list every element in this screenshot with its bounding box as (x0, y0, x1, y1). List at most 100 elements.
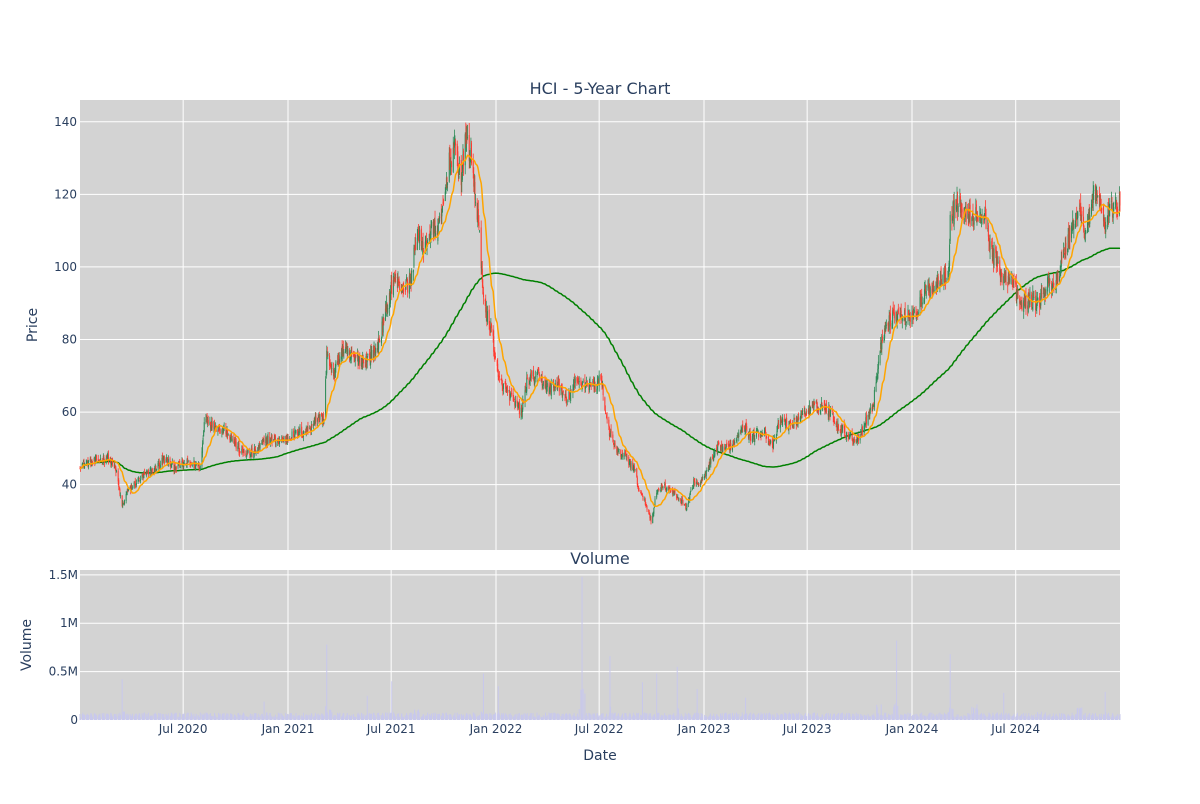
candle-body (339, 356, 341, 363)
candle-body (529, 380, 531, 384)
candle-body (287, 437, 289, 440)
candle-body (233, 442, 235, 444)
candle-body (784, 421, 786, 426)
candle-body (733, 441, 735, 443)
volume-bar (808, 716, 810, 720)
volume-bar (478, 715, 480, 720)
candle-body (634, 469, 636, 471)
candle-body (514, 401, 516, 406)
volume-bar (550, 713, 552, 720)
candle-body (680, 500, 682, 504)
volume-bar (167, 715, 169, 720)
volume-bar (592, 713, 594, 720)
volume-bar (989, 714, 991, 720)
candle-body (1025, 296, 1027, 308)
volume-bar (721, 716, 723, 720)
candle-body (115, 467, 117, 473)
candle-body (853, 440, 855, 444)
volume-bar (1061, 713, 1063, 720)
candle-body (123, 503, 125, 504)
candle-body (1071, 225, 1073, 239)
candle-body (161, 457, 163, 465)
candle-body (919, 297, 921, 310)
volume-bar (971, 714, 973, 720)
volume-bar (104, 716, 106, 720)
volume-bar (561, 716, 563, 720)
volume-bar (668, 714, 670, 720)
candle-body (377, 345, 379, 348)
volume-bar (127, 713, 129, 720)
candle-body (131, 487, 133, 489)
volume-bar (305, 714, 307, 720)
candle-body (406, 280, 408, 283)
volume-bar (869, 717, 871, 720)
volume-bar (473, 712, 475, 720)
volume-bar (237, 713, 239, 720)
candle-body (713, 454, 715, 456)
volume-bar (191, 713, 193, 720)
candle-body (325, 371, 327, 379)
volume-bar (134, 715, 136, 720)
candle-body (612, 440, 614, 442)
candle-body (362, 360, 364, 362)
volume-bar (999, 714, 1001, 720)
volume-bar (197, 715, 199, 720)
candle-body (889, 313, 891, 315)
candle-body (508, 390, 510, 392)
volume-bar (1075, 715, 1077, 720)
candle-body (510, 392, 512, 395)
candle-body (1047, 277, 1049, 292)
candle-body (231, 435, 233, 441)
volume-bar (1067, 714, 1069, 720)
volume-bar (959, 717, 961, 720)
candle-body (783, 419, 785, 420)
candle-body (602, 383, 604, 388)
candle-body (189, 460, 191, 464)
volume-bar (733, 716, 735, 720)
candle-body (941, 283, 943, 285)
candle-body (1003, 274, 1005, 279)
candle-body (960, 208, 962, 213)
volume-bar (833, 714, 835, 720)
volume-bar (1039, 714, 1041, 720)
candle-body (959, 196, 961, 213)
volume-bar (610, 706, 612, 720)
candle-body (488, 309, 490, 324)
volume-bar (245, 715, 247, 720)
volume-bar (464, 716, 466, 720)
volume-bar (400, 713, 402, 720)
candle-body (861, 426, 863, 433)
volume-bar (900, 715, 902, 720)
volume-bar (281, 715, 283, 720)
candle-body (560, 385, 562, 391)
candle-body (678, 498, 680, 500)
candle-body (1021, 302, 1023, 310)
volume-bar (1024, 715, 1026, 720)
volume-bar (1041, 717, 1043, 720)
volume-bar (618, 713, 620, 720)
candle-body (621, 454, 623, 457)
candle-body (94, 458, 96, 463)
candle-body (347, 349, 349, 355)
candle-body (1028, 298, 1030, 304)
volume-bar (573, 717, 575, 720)
x-tick-label: Jan 2024 (885, 722, 939, 736)
volume-bar (1116, 716, 1118, 720)
candle-body (712, 457, 714, 459)
volume-bar (545, 712, 547, 720)
volume-bar (673, 717, 675, 720)
candle-body (544, 379, 546, 388)
volume-bar (590, 717, 592, 720)
volume-bar (924, 715, 926, 720)
candle-body (747, 432, 749, 438)
candle-body (617, 448, 619, 452)
volume-bar (983, 714, 985, 720)
candle-body (1036, 299, 1038, 301)
volume-bar (1098, 714, 1100, 720)
candle-body (865, 415, 867, 424)
candle-body (772, 443, 774, 449)
candle-body (433, 225, 435, 237)
volume-bar (110, 712, 112, 720)
candle-body (721, 444, 723, 447)
candle-body (830, 410, 832, 416)
